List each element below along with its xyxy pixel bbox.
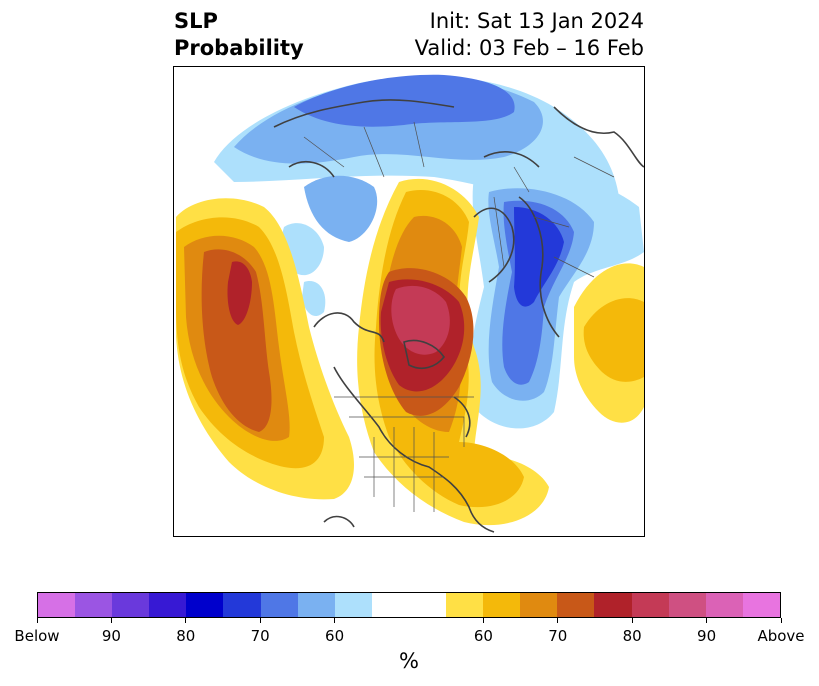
blue-anomaly-north [214, 74, 619, 317]
colorbar-segment [705, 593, 743, 617]
colorbar-tick-label: 60 [473, 627, 493, 645]
borders [303, 121, 615, 512]
colorbar-segment [75, 593, 113, 617]
colorbar-segment [631, 593, 669, 617]
colorbar-segment [371, 593, 409, 617]
colorbar-segment [297, 593, 335, 617]
colorbar-segment [668, 593, 706, 617]
colorbar-segment [594, 593, 632, 617]
colorbar-tick-label: 90 [697, 627, 717, 645]
warm-anomaly-pacific [176, 198, 354, 500]
colorbar-tick-label: Below [14, 627, 60, 645]
colorbar-tick [110, 618, 112, 623]
colorbar-segment [742, 593, 780, 617]
colorbar-tick [706, 618, 708, 623]
colorbar-segment [149, 593, 187, 617]
map-svg [176, 74, 644, 533]
colorbar-segment [260, 593, 298, 617]
colorbar-tick-label: Above [757, 627, 805, 645]
colorbar-tick-label: 70 [250, 627, 270, 645]
colorbar-tick-label: 80 [622, 627, 642, 645]
colorbar-segment [408, 593, 447, 617]
colorbar-segment [334, 593, 372, 617]
colorbar-tick [482, 618, 484, 623]
colorbar-unit: % [399, 649, 419, 673]
coastlines [273, 99, 644, 533]
colorbar-tick-label: 90 [101, 627, 121, 645]
colorbar-segment [446, 593, 484, 617]
probability-map [173, 66, 645, 537]
map-title: SLP Probability [174, 8, 304, 62]
map-dates: Init: Sat 13 Jan 2024 Valid: 03 Feb – 16… [415, 8, 644, 62]
warm-anomaly-atlantic [574, 263, 644, 423]
colorbar-tick [557, 618, 559, 623]
colorbar-segment [483, 593, 521, 617]
colorbar-segment [186, 593, 224, 617]
warm-anomaly-north-america [357, 178, 549, 526]
colorbar-segment [223, 593, 261, 617]
blue-anomaly-atlantic [469, 170, 644, 429]
colorbar-tick-label: 80 [176, 627, 196, 645]
title-line-2: Probability [174, 36, 304, 60]
colorbar-segment [557, 593, 595, 617]
title-line-1: SLP [174, 9, 218, 33]
colorbar-segment [38, 593, 76, 617]
colorbar-tick-label: 60 [325, 627, 345, 645]
colorbar-tick [185, 618, 187, 623]
colorbar-tick-label: 70 [548, 627, 568, 645]
colorbar-tick [36, 618, 38, 623]
init-date: Init: Sat 13 Jan 2024 [429, 9, 644, 33]
colorbar-tick [631, 618, 633, 623]
colorbar-segment [112, 593, 150, 617]
colorbar-tick [780, 618, 782, 623]
colorbar-tick [334, 618, 336, 623]
colorbar [37, 592, 781, 618]
colorbar-segment [520, 593, 558, 617]
colorbar-tick [259, 618, 261, 623]
valid-range: Valid: 03 Feb – 16 Feb [414, 36, 644, 60]
